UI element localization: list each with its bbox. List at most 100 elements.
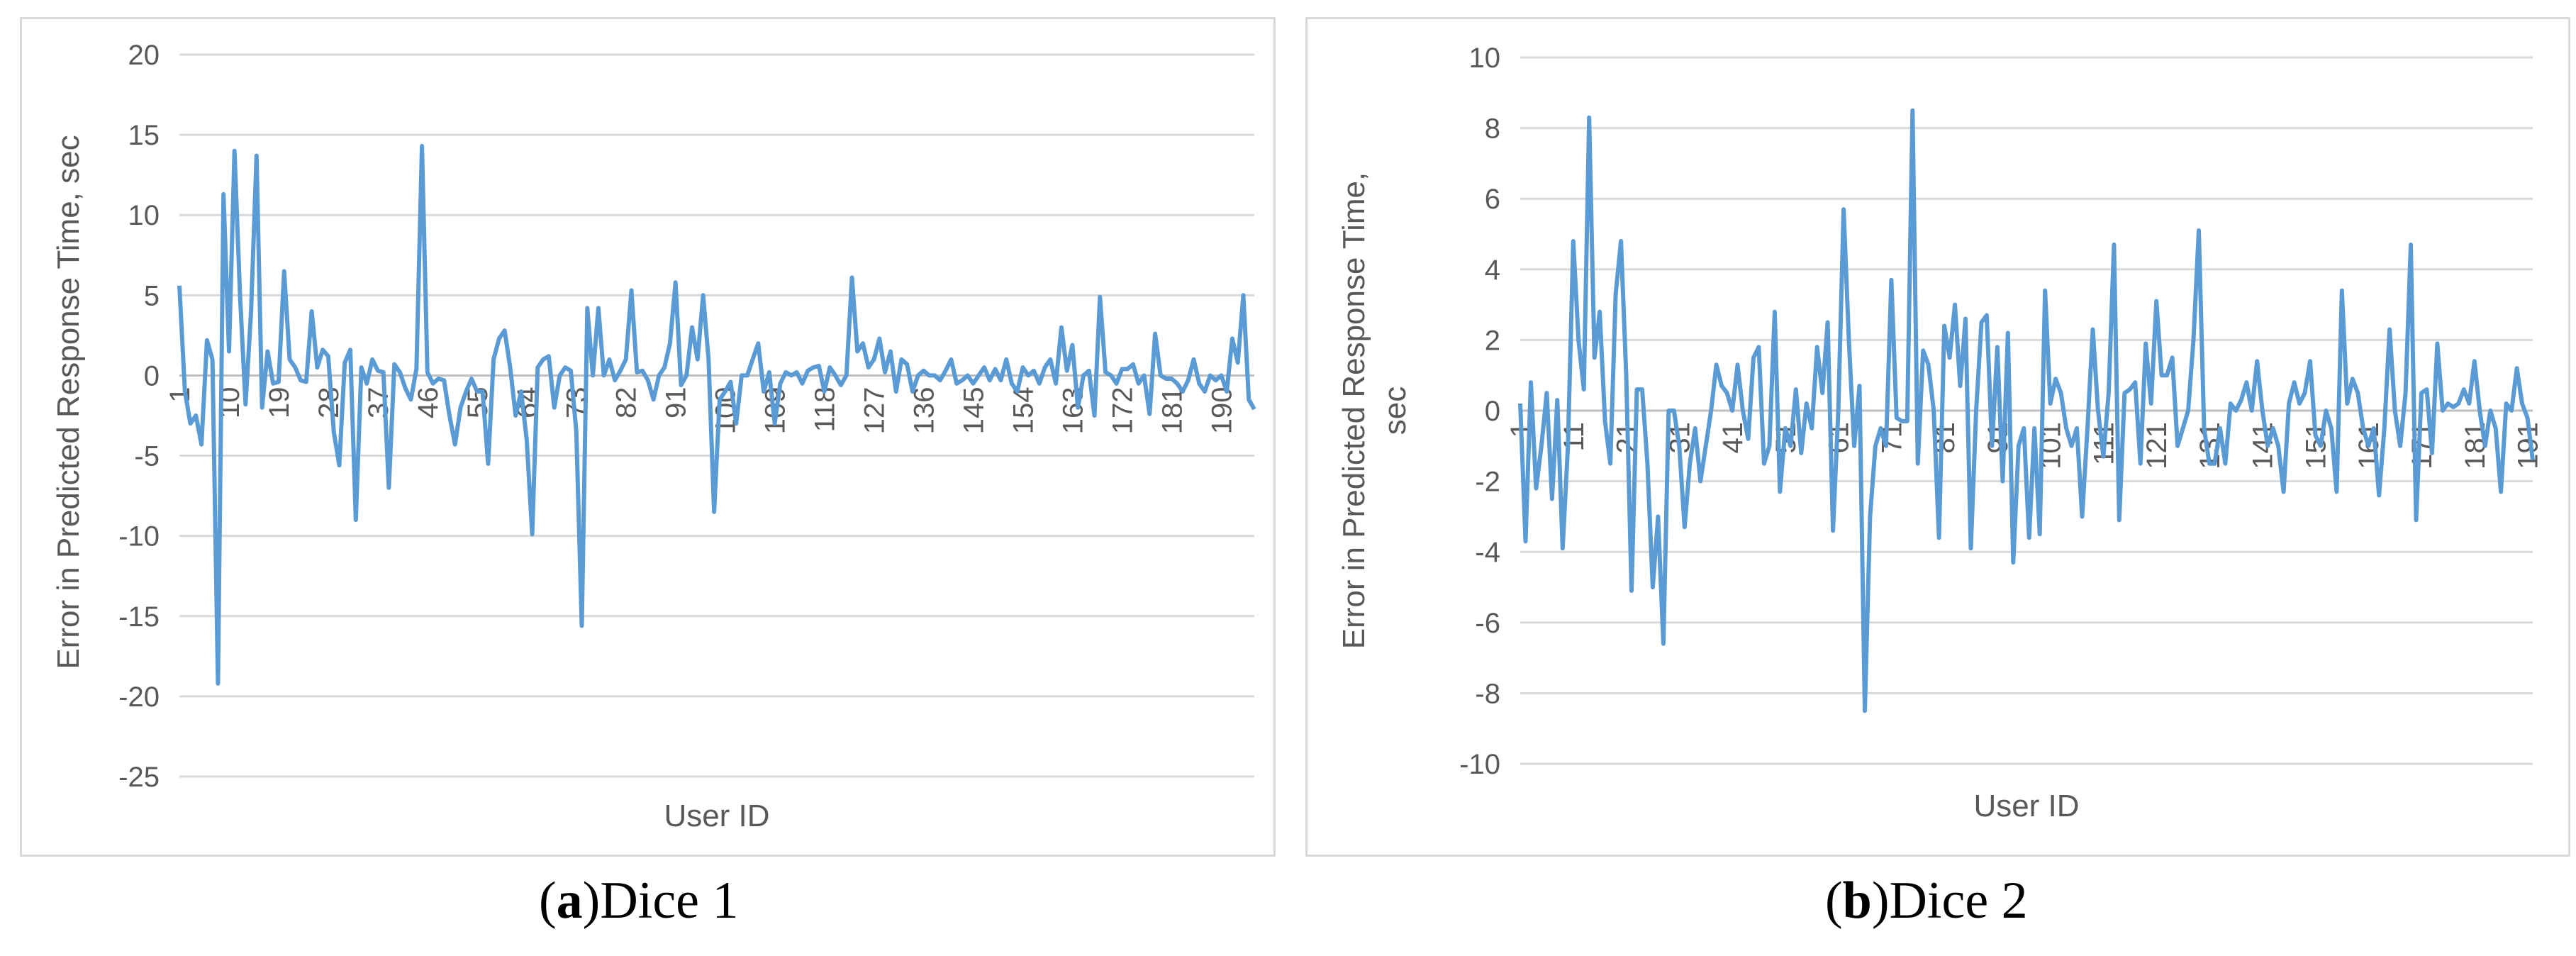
data-point: [1831, 529, 1834, 532]
data-point: [404, 387, 407, 390]
data-point: [464, 390, 467, 393]
data-point: [718, 398, 721, 401]
data-point: [1768, 445, 1771, 448]
data-point: [1848, 338, 1851, 341]
data-point: [966, 374, 969, 377]
data-point: [2012, 561, 2014, 564]
data-point: [2182, 427, 2185, 430]
data-point: [333, 430, 335, 433]
data-point: [735, 422, 737, 425]
data-point: [834, 374, 837, 377]
data-point: [2420, 391, 2423, 394]
data-point: [625, 358, 628, 361]
data-point: [2171, 356, 2174, 359]
data-point: [216, 682, 219, 685]
data-point: [917, 374, 920, 377]
data-point: [657, 374, 660, 377]
data-point: [994, 367, 997, 370]
data-point: [746, 374, 749, 377]
data-point: [2287, 402, 2290, 405]
data-point: [988, 379, 991, 382]
data-point: [1842, 208, 1845, 211]
data-point: [828, 366, 831, 369]
data-point: [2039, 533, 2041, 535]
data-point: [1943, 325, 1946, 328]
data-point: [2261, 409, 2264, 412]
data-point: [1098, 296, 1101, 299]
data-point: [1789, 445, 1792, 448]
data-point: [299, 379, 302, 382]
data-point: [365, 382, 368, 385]
data-point: [377, 369, 379, 372]
data-point: [1104, 371, 1107, 374]
data-point: [1821, 391, 1824, 394]
x-tick-label: 41: [1717, 422, 1749, 454]
data-point: [2463, 388, 2465, 391]
data-point: [801, 382, 804, 385]
data-point: [652, 398, 655, 401]
data-point: [729, 381, 732, 384]
data-point: [2494, 427, 2497, 430]
data-point: [1038, 382, 1041, 385]
data-point: [895, 390, 898, 393]
data-point: [222, 193, 225, 196]
data-point: [1110, 374, 1113, 377]
data-point: [840, 384, 842, 387]
y-tick-label: 20: [128, 40, 160, 71]
data-point: [752, 358, 754, 361]
data-point: [321, 348, 324, 351]
data-point: [2134, 381, 2136, 384]
data-point: [2022, 427, 2025, 430]
data-point: [2324, 409, 2327, 412]
data-point: [883, 371, 886, 374]
data-point: [740, 374, 743, 377]
data-point: [1170, 377, 1173, 380]
data-point: [856, 350, 859, 353]
data-point: [266, 350, 269, 353]
data-point: [707, 358, 710, 361]
y-tick-label: -15: [118, 601, 160, 633]
data-point: [641, 369, 644, 372]
data-point: [1076, 406, 1079, 409]
data-point: [1231, 337, 1234, 340]
data-point: [1736, 363, 1739, 366]
data-point: [1609, 462, 1612, 465]
data-point: [2097, 409, 2100, 412]
data-point: [1181, 390, 1184, 393]
data-point: [1996, 345, 1999, 348]
data-point: [2075, 427, 2078, 430]
data-point: [2394, 409, 2397, 412]
y-tick-label: -2: [1475, 467, 1500, 498]
data-point: [591, 374, 594, 377]
y-axis-title: Error in Predicted Response Time, sec: [1337, 172, 1412, 650]
data-point: [569, 369, 572, 372]
data-point: [1656, 515, 1659, 518]
data-point: [2155, 300, 2158, 303]
data-point: [1093, 414, 1096, 417]
data-point: [1763, 462, 1766, 465]
data-point: [1588, 116, 1590, 119]
data-point: [1741, 409, 1744, 412]
data-point: [382, 371, 385, 374]
data-point: [2441, 409, 2444, 412]
data-point: [432, 382, 435, 385]
data-point: [2219, 427, 2221, 430]
data-point: [305, 381, 308, 384]
data-point: [355, 518, 357, 521]
data-point: [261, 406, 264, 409]
data-point: [575, 430, 578, 433]
data-point: [255, 155, 258, 157]
data-point: [1022, 366, 1025, 369]
data-point: [774, 422, 776, 425]
data-point: [784, 371, 787, 374]
data-point: [2356, 391, 2359, 394]
data-point: [1193, 358, 1195, 361]
data-point: [2165, 374, 2168, 377]
caption-a: (a)Dice 1: [539, 872, 739, 930]
data-point: [2070, 445, 2073, 448]
data-point: [520, 390, 523, 393]
x-tick-label: 118: [810, 387, 841, 432]
data-point: [415, 367, 418, 370]
caption-a-letter: a: [556, 872, 583, 930]
data-point: [1247, 398, 1250, 401]
